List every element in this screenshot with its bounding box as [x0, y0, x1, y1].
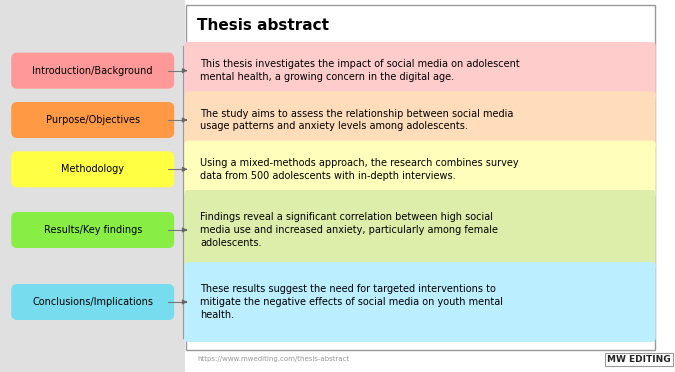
FancyBboxPatch shape — [184, 190, 655, 270]
FancyBboxPatch shape — [0, 0, 186, 372]
Text: Using a mixed-methods approach, the research combines survey
data from 500 adole: Using a mixed-methods approach, the rese… — [200, 158, 518, 181]
FancyBboxPatch shape — [184, 141, 655, 198]
Text: Thesis abstract: Thesis abstract — [197, 18, 329, 33]
FancyBboxPatch shape — [11, 102, 174, 138]
Text: Findings reveal a significant correlation between high social
media use and incr: Findings reveal a significant correlatio… — [200, 212, 498, 248]
FancyBboxPatch shape — [11, 53, 174, 89]
FancyBboxPatch shape — [184, 42, 655, 99]
Text: Purpose/Objectives: Purpose/Objectives — [46, 115, 140, 125]
Text: These results suggest the need for targeted interventions to
mitigate the negati: These results suggest the need for targe… — [200, 284, 503, 320]
FancyBboxPatch shape — [184, 92, 655, 149]
Text: This thesis investigates the impact of social media on adolescent
mental health,: This thesis investigates the impact of s… — [200, 59, 520, 82]
Text: Methodology: Methodology — [61, 164, 124, 174]
FancyBboxPatch shape — [11, 284, 174, 320]
FancyBboxPatch shape — [184, 262, 655, 342]
FancyBboxPatch shape — [11, 151, 174, 187]
Text: https://www.mwediting.com/thesis-abstract: https://www.mwediting.com/thesis-abstrac… — [197, 356, 350, 362]
Text: Results/Key findings: Results/Key findings — [43, 225, 142, 235]
Text: Introduction/Background: Introduction/Background — [32, 66, 153, 76]
FancyBboxPatch shape — [11, 212, 174, 248]
Text: MW EDITING: MW EDITING — [608, 355, 671, 364]
FancyBboxPatch shape — [186, 5, 655, 350]
Text: The study aims to assess the relationship between social media
usage patterns an: The study aims to assess the relationshi… — [200, 109, 514, 131]
Text: Conclusions/Implications: Conclusions/Implications — [32, 297, 153, 307]
